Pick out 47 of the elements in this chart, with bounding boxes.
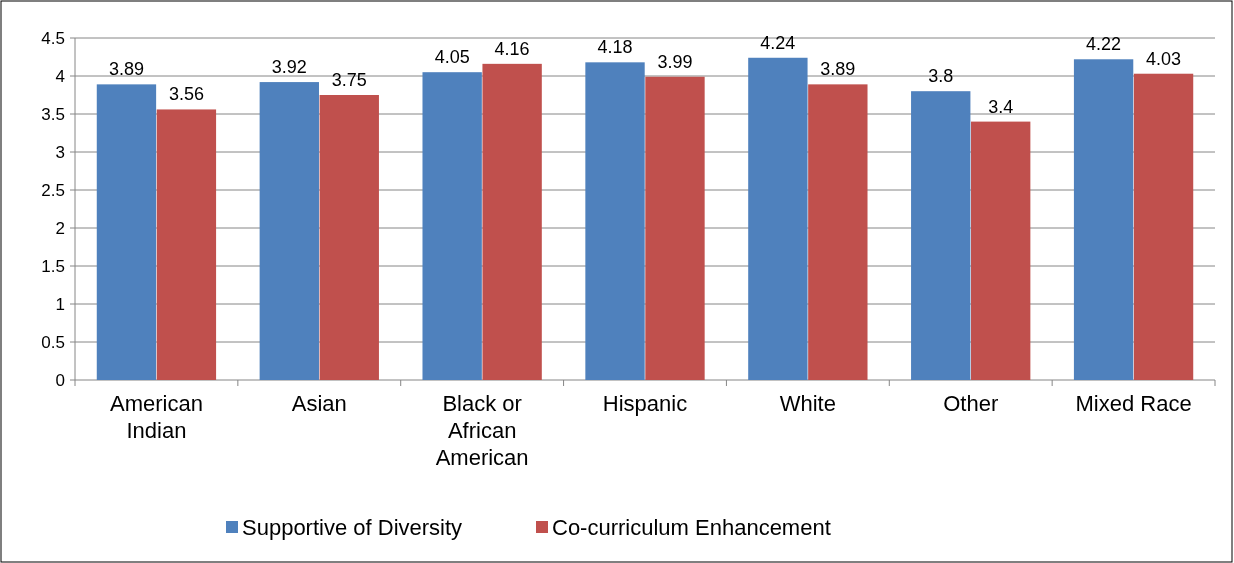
legend-label: Co-curriculum Enhancement [552,514,831,540]
bar [96,84,157,380]
bar [585,62,645,380]
bar [808,84,868,380]
y-tick-label: 2 [55,218,65,238]
bar [1133,73,1194,380]
x-tick-label: Other [943,391,999,416]
legend-label: Supportive of Diversity [242,514,463,540]
bar [259,82,319,380]
y-tick-label: 2.5 [41,180,65,200]
data-label: 4.24 [760,32,796,53]
data-label: 3.89 [820,59,856,80]
data-label: 4.03 [1146,48,1182,69]
bar [319,95,379,380]
data-label: 3.56 [168,84,204,105]
x-tick-label: White [779,391,836,416]
y-tick-label: 1 [55,294,65,314]
x-tick-label: Black or African American [435,391,529,470]
bar [422,72,482,380]
y-tick-label: 0.5 [41,332,65,352]
bar [645,76,705,380]
data-label: 3.8 [928,66,954,87]
y-tick-label: 4 [55,66,65,86]
bar [482,63,542,380]
bar [1073,59,1134,380]
x-tick-label: Mixed Race [1075,391,1192,416]
data-label: 3.4 [988,96,1014,117]
data-label: 3.99 [657,51,693,72]
y-tick-label: 3 [55,142,65,162]
y-tick-label: 3.5 [41,104,65,124]
y-tick-label: 0 [55,370,65,390]
y-tick-label: 1.5 [41,256,65,276]
data-label: 4.05 [434,47,470,68]
bar [748,57,808,380]
y-tick-label: 4.5 [41,28,65,48]
bar [971,121,1031,380]
data-label: 3.89 [108,59,144,80]
data-label: 4.16 [494,38,530,59]
x-tick-label: Asian [291,391,347,416]
bar [911,91,971,380]
x-tick-label: American Indian [109,391,203,443]
data-label: 3.92 [271,57,307,78]
data-label: 4.18 [597,37,633,58]
x-tick-label: Hispanic [602,391,688,416]
bar [156,109,217,380]
data-label: 3.75 [331,70,367,90]
data-label: 4.22 [1086,34,1122,55]
